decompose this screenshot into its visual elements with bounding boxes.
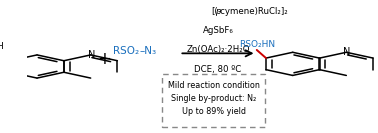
Text: N: N <box>343 47 351 57</box>
Text: Single by-product: N₂: Single by-product: N₂ <box>171 94 256 103</box>
Text: DCE, 80 ºC: DCE, 80 ºC <box>194 65 242 74</box>
Text: N: N <box>88 50 95 60</box>
Text: Mild reaction condition: Mild reaction condition <box>167 82 260 90</box>
Text: +: + <box>97 50 111 68</box>
Text: Zn(OAc)₂·2H₂O: Zn(OAc)₂·2H₂O <box>186 45 250 54</box>
Text: p: p <box>215 7 221 16</box>
Text: -cymene)RuCl₂]₂: -cymene)RuCl₂]₂ <box>218 7 289 16</box>
Text: Up to 89% yield: Up to 89% yield <box>181 107 246 116</box>
Text: [(: [( <box>211 7 218 16</box>
Text: RSO₂HN: RSO₂HN <box>239 40 275 49</box>
Text: –N₃: –N₃ <box>139 46 156 56</box>
Text: RSO₂: RSO₂ <box>113 46 139 56</box>
Text: H: H <box>0 42 3 51</box>
Text: AgSbF₆: AgSbF₆ <box>203 26 233 36</box>
FancyBboxPatch shape <box>162 74 265 127</box>
